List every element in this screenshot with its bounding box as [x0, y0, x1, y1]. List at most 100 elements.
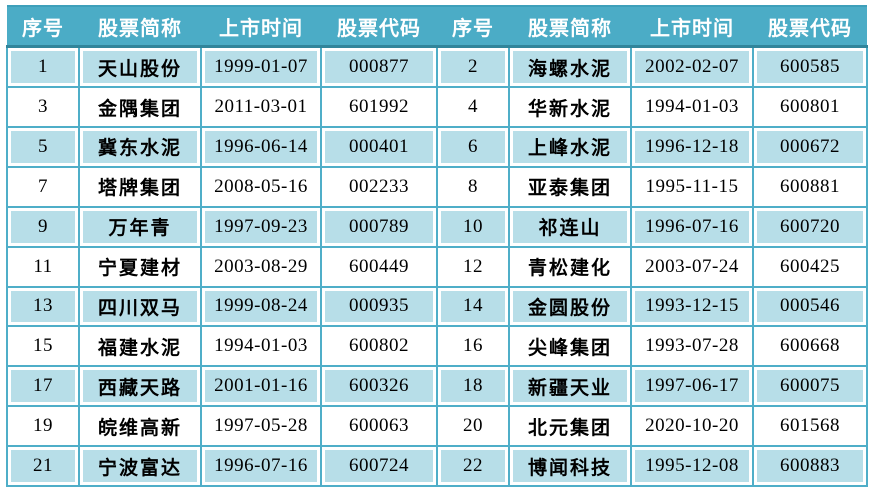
- cell-listing-date: 1994-01-03: [200, 325, 322, 368]
- table-row: 15 福建水泥 1994-01-03 600802 16 尖峰集团 1993-07-28 60…: [6, 325, 868, 368]
- column-header-seq-left: 序号: [7, 5, 79, 48]
- cell-stock-code: 600668: [752, 325, 868, 368]
- cell-listing-date: 2011-03-01: [200, 86, 322, 128]
- table-row: 5 冀东水泥 1996-06-14 000401 6 上峰水泥 1996-12-18 0006…: [6, 125, 868, 168]
- cell-stock-code: 000935: [320, 285, 438, 328]
- cell-stock-code: 000877: [320, 45, 438, 89]
- cell-stock-name: 金圆股份: [508, 285, 632, 328]
- cell-stock-name: 海螺水泥: [508, 45, 632, 89]
- cell-stock-name: 亚泰集团: [508, 165, 632, 208]
- cell-seq: 13: [6, 285, 80, 328]
- cell-seq: 1: [6, 45, 80, 89]
- cell-listing-date: 2003-07-24: [630, 245, 754, 288]
- cell-stock-name: 北元集团: [508, 405, 632, 448]
- table-row: 13 四川双马 1999-08-24 000935 14 金圆股份 1993-12-15 00…: [6, 285, 868, 328]
- column-header-seq-right: 序号: [437, 5, 509, 48]
- cell-seq: 6: [436, 125, 510, 168]
- cell-listing-date: 2001-01-16: [200, 365, 322, 408]
- cell-stock-code: 600802: [320, 325, 438, 368]
- cell-listing-date: 2002-02-07: [630, 45, 754, 89]
- cell-stock-name: 皖维高新: [78, 405, 202, 448]
- cell-stock-name: 四川双马: [78, 285, 202, 328]
- cell-listing-date: 1994-01-03: [630, 86, 754, 128]
- cell-stock-name: 福建水泥: [78, 325, 202, 368]
- table-row: 3 金隅集团 2011-03-01 601992 4 华新水泥 1994-01-03 6008…: [6, 86, 868, 128]
- cell-seq: 19: [6, 405, 80, 448]
- column-header-code-left: 股票代码: [321, 5, 437, 48]
- cell-stock-name: 万年青: [78, 205, 202, 248]
- cell-seq: 7: [6, 165, 80, 208]
- cell-stock-name: 塔牌集团: [78, 165, 202, 208]
- cell-stock-name: 祁连山: [508, 205, 632, 248]
- cell-seq: 22: [436, 445, 510, 487]
- cell-stock-code: 600724: [320, 445, 438, 487]
- cell-seq: 9: [6, 205, 80, 248]
- cell-stock-code: 600449: [320, 245, 438, 288]
- cell-stock-code: 002233: [320, 165, 438, 208]
- table-row: 7 塔牌集团 2008-05-16 002233 8 亚泰集团 1995-11-15 6008…: [6, 165, 868, 208]
- table-row: 9 万年青 1997-09-23 000789 10 祁连山 1996-07-16 60072…: [6, 205, 868, 248]
- cell-listing-date: 1997-05-28: [200, 405, 322, 448]
- cell-seq: 15: [6, 325, 80, 368]
- cell-stock-code: 600883: [752, 445, 868, 487]
- cell-stock-name: 博闻科技: [508, 445, 632, 487]
- cell-listing-date: 1999-01-07: [200, 45, 322, 89]
- cell-stock-code: 601568: [752, 405, 868, 448]
- table-row: 11 宁夏建材 2003-08-29 600449 12 青松建化 2003-07-24 60…: [6, 245, 868, 288]
- column-header-date-left: 上市时间: [201, 5, 321, 48]
- column-header-date-right: 上市时间: [631, 5, 753, 48]
- cell-stock-code: 000546: [752, 285, 868, 328]
- cell-stock-code: 600585: [752, 45, 868, 89]
- cell-listing-date: 1993-07-28: [630, 325, 754, 368]
- cell-listing-date: 1997-09-23: [200, 205, 322, 248]
- cell-listing-date: 1997-06-17: [630, 365, 754, 408]
- column-header-code-right: 股票代码: [753, 5, 867, 48]
- cell-seq: 14: [436, 285, 510, 328]
- table-row: 17 西藏天路 2001-01-16 600326 18 新疆天业 1997-06-17 60…: [6, 365, 868, 408]
- cell-stock-name: 金隅集团: [78, 86, 202, 128]
- cell-stock-code: 600801: [752, 86, 868, 128]
- table-row: 19 皖维高新 1997-05-28 600063 20 北元集团 2020-10-20 60…: [6, 405, 868, 448]
- cell-stock-code: 600063: [320, 405, 438, 448]
- cell-listing-date: 1999-08-24: [200, 285, 322, 328]
- cell-listing-date: 1996-06-14: [200, 125, 322, 168]
- cell-seq: 18: [436, 365, 510, 408]
- cell-stock-name: 冀东水泥: [78, 125, 202, 168]
- cell-stock-code: 000672: [752, 125, 868, 168]
- cell-seq: 5: [6, 125, 80, 168]
- cell-seq: 12: [436, 245, 510, 288]
- cell-stock-name: 西藏天路: [78, 365, 202, 408]
- cell-seq: 10: [436, 205, 510, 248]
- cell-seq: 11: [6, 245, 80, 288]
- cell-stock-code: 600075: [752, 365, 868, 408]
- cell-listing-date: 1996-07-16: [630, 205, 754, 248]
- cell-seq: 3: [6, 86, 80, 128]
- table-body: 1 天山股份 1999-01-07 000877 2 海螺水泥 2002-02-07 6005…: [6, 45, 868, 487]
- cell-stock-name: 尖峰集团: [508, 325, 632, 368]
- cell-listing-date: 2008-05-16: [200, 165, 322, 208]
- column-header-name-right: 股票简称: [509, 5, 631, 48]
- cell-stock-code: 600326: [320, 365, 438, 408]
- table-row: 21 宁波富达 1996-07-16 600724 22 博闻科技 1995-12-08 60…: [6, 445, 868, 487]
- cell-seq: 16: [436, 325, 510, 368]
- cell-seq: 4: [436, 86, 510, 128]
- cell-stock-name: 华新水泥: [508, 86, 632, 128]
- cell-stock-name: 上峰水泥: [508, 125, 632, 168]
- cell-seq: 8: [436, 165, 510, 208]
- cell-listing-date: 1995-11-15: [630, 165, 754, 208]
- cell-stock-code: 600425: [752, 245, 868, 288]
- cell-stock-name: 新疆天业: [508, 365, 632, 408]
- cell-stock-code: 000401: [320, 125, 438, 168]
- cell-listing-date: 1996-12-18: [630, 125, 754, 168]
- column-header-name-left: 股票简称: [79, 5, 201, 48]
- cell-stock-name: 宁夏建材: [78, 245, 202, 288]
- cell-seq: 17: [6, 365, 80, 408]
- cell-listing-date: 2020-10-20: [630, 405, 754, 448]
- cell-stock-name: 宁波富达: [78, 445, 202, 487]
- cell-stock-code: 600720: [752, 205, 868, 248]
- cell-stock-name: 天山股份: [78, 45, 202, 89]
- table-row: 1 天山股份 1999-01-07 000877 2 海螺水泥 2002-02-07 6005…: [6, 45, 868, 89]
- stock-listing-table: 序号 股票简称 上市时间 股票代码 序号 股票简称 上市时间 股票代码 1 天山股…: [6, 5, 868, 487]
- table-header: 序号 股票简称 上市时间 股票代码 序号 股票简称 上市时间 股票代码: [7, 5, 867, 48]
